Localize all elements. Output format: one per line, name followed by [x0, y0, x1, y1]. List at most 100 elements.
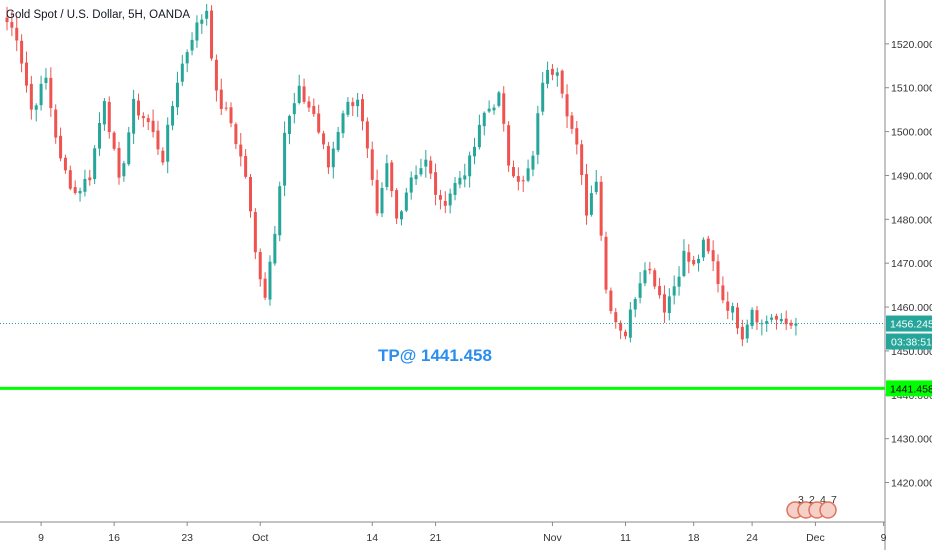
candle-body — [307, 101, 311, 108]
candle-body — [161, 150, 165, 163]
candle-body — [463, 175, 467, 180]
candle — [278, 181, 282, 242]
candle-body — [541, 82, 545, 112]
candle — [497, 90, 501, 108]
candle — [765, 315, 769, 332]
candle-body — [473, 146, 477, 157]
candle — [643, 262, 647, 287]
candle — [779, 313, 783, 324]
time-tick-label: 18 — [688, 532, 700, 544]
candle-body — [482, 112, 486, 127]
price-tick-label: 1520.000 — [891, 39, 932, 51]
candle — [434, 163, 438, 206]
candle-body — [760, 323, 764, 325]
candle — [550, 63, 554, 81]
candle — [755, 305, 759, 330]
candle — [244, 149, 248, 179]
candle — [24, 51, 28, 93]
candle — [219, 78, 223, 115]
candle — [15, 16, 19, 52]
candle — [44, 68, 48, 90]
tp-annotation[interactable]: TP@ 1441.458 — [378, 346, 492, 365]
candle-body — [546, 69, 550, 84]
candle-body — [604, 236, 608, 290]
candle-body — [219, 89, 223, 109]
time-tick-label: 16 — [108, 532, 120, 544]
candle — [750, 307, 754, 330]
candle — [224, 101, 228, 111]
candle-body — [10, 22, 14, 28]
candle-body — [127, 132, 131, 165]
candle — [93, 145, 97, 185]
event-marker-label: 7 — [831, 494, 837, 506]
target-price-tag — [886, 380, 932, 397]
candle-body — [24, 62, 28, 86]
candle — [701, 237, 705, 261]
candle — [68, 165, 72, 191]
candle — [361, 94, 365, 131]
candle — [672, 275, 676, 305]
price-tick-label: 1430.000 — [891, 434, 932, 446]
candle — [200, 14, 204, 34]
candle-body — [312, 106, 316, 115]
candle — [317, 104, 321, 134]
candle — [132, 89, 136, 144]
candle-body — [20, 40, 24, 64]
candle-body — [302, 86, 306, 102]
time-axis[interactable]: 9 16 23 Oct 14 21 Nov 11 18 24 Dec 9 — [38, 522, 887, 544]
candle-body — [268, 261, 272, 300]
candle-body — [443, 200, 447, 206]
candle — [214, 54, 218, 102]
candle-body — [697, 258, 701, 264]
candle-body — [146, 118, 150, 123]
candle — [127, 126, 131, 166]
candle-body — [102, 101, 106, 125]
candle-body — [521, 180, 525, 182]
candle — [122, 160, 126, 182]
candle-body — [497, 92, 501, 106]
candle-body — [745, 324, 749, 339]
candle — [706, 235, 710, 254]
candle — [638, 271, 642, 304]
candle-body — [98, 123, 102, 149]
candle-body — [195, 22, 199, 41]
candle-body — [292, 103, 296, 115]
time-tick-label: 24 — [746, 532, 758, 544]
candle — [585, 164, 589, 225]
candle — [161, 147, 165, 166]
candle — [575, 120, 579, 155]
candle — [117, 141, 121, 185]
candle-body — [229, 107, 233, 124]
event-marker[interactable] — [819, 501, 837, 519]
candle — [102, 98, 106, 131]
candle — [789, 319, 793, 329]
candle-body — [750, 309, 754, 326]
candle — [268, 255, 272, 306]
candle-body — [190, 39, 194, 51]
candle — [112, 131, 116, 151]
candle — [589, 185, 593, 217]
candle-body — [667, 296, 671, 314]
time-tick-label: Oct — [252, 532, 268, 544]
candle-body — [721, 285, 725, 301]
price-tick-label: 1510.000 — [891, 83, 932, 95]
candle — [331, 141, 335, 179]
candle — [604, 231, 608, 294]
candle-body — [132, 98, 136, 134]
candle-body — [44, 77, 48, 83]
candle — [39, 75, 43, 111]
candle-body — [239, 144, 243, 157]
overlay-layer: 1456.245 03:38:51 1441.458 TP@ 1441.458 3 2 4 7 — [0, 315, 932, 519]
candle — [375, 169, 379, 216]
time-tick-label: 23 — [181, 532, 193, 544]
candle — [141, 112, 145, 128]
candle-body — [5, 17, 9, 23]
candle-body — [701, 239, 705, 258]
candle — [794, 317, 798, 336]
candle-body — [434, 172, 438, 195]
candle-body — [692, 259, 696, 265]
candle — [521, 175, 525, 192]
